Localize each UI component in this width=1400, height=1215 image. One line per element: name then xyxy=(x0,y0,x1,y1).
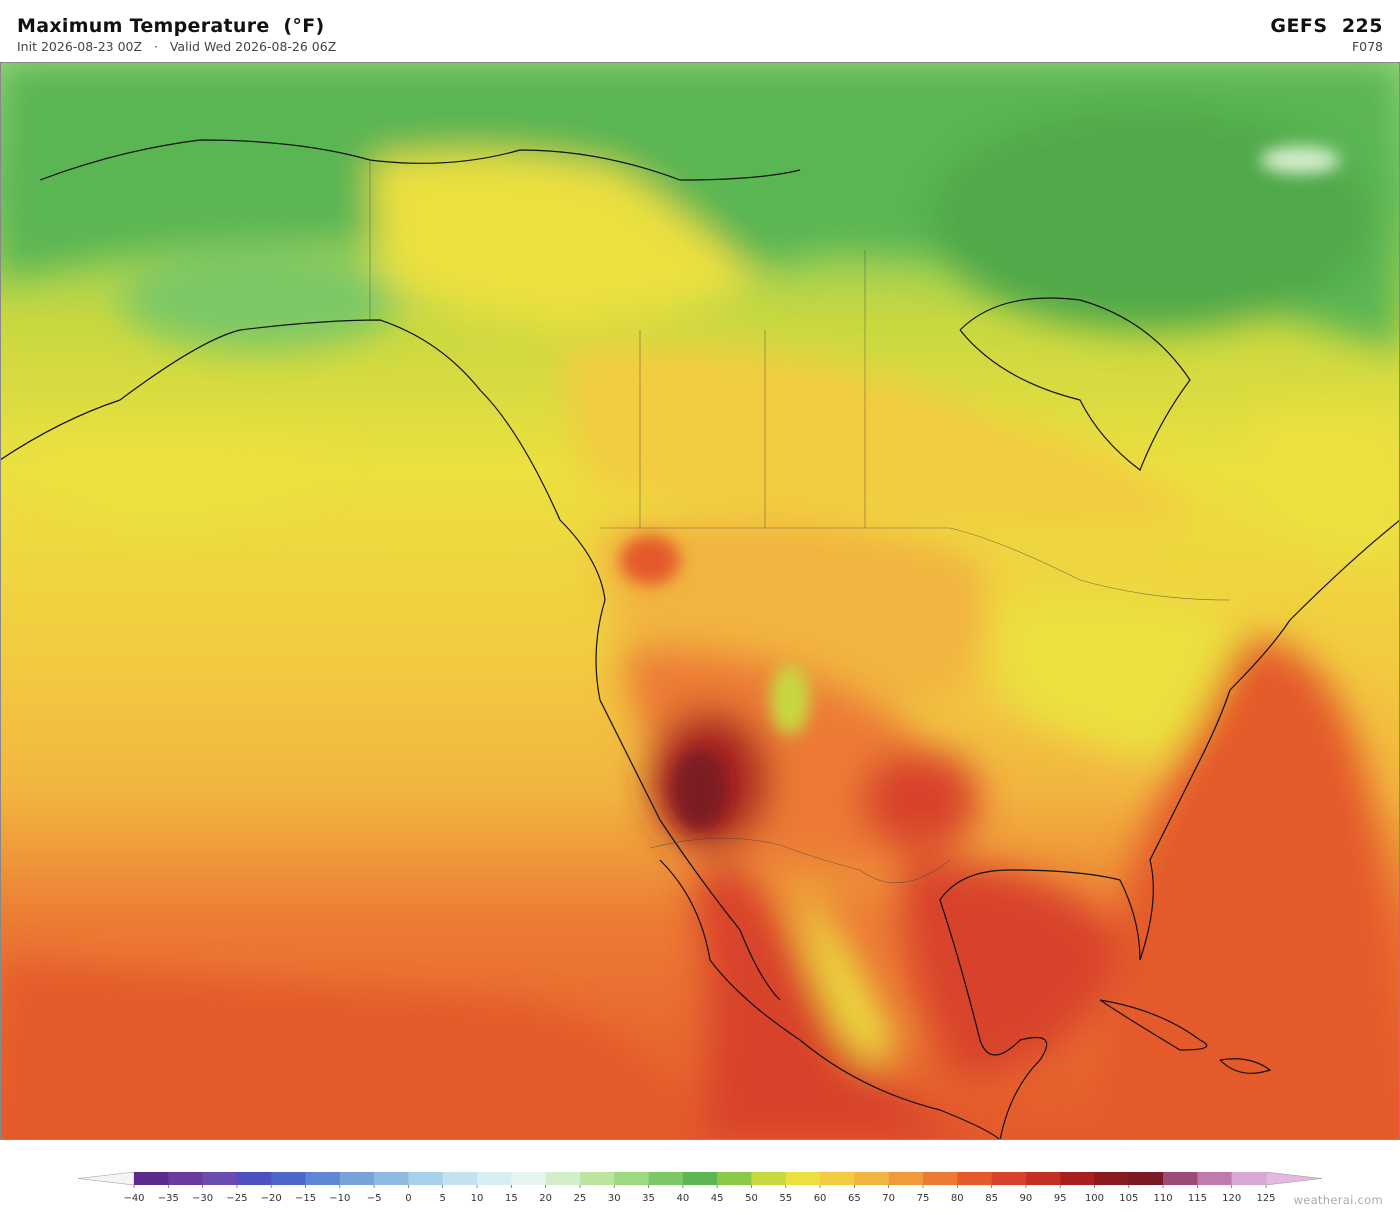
colorbar-tick-label: −30 xyxy=(192,1193,213,1204)
colorbar-segment xyxy=(339,1172,375,1185)
colorbar-segment xyxy=(717,1172,752,1185)
colorbar-tick-label: 25 xyxy=(574,1193,587,1204)
colorbar-segment xyxy=(922,1172,958,1185)
colorbar-tick-label: 30 xyxy=(608,1193,621,1204)
colorbar-segment xyxy=(579,1172,615,1185)
colorbar-segment xyxy=(648,1172,684,1185)
colorbar-tick-label: 55 xyxy=(779,1193,792,1204)
colorbar-segment xyxy=(991,1172,1027,1185)
subtitle: Init 2026-08-23 00Z · Valid Wed 2026-08-… xyxy=(17,39,337,54)
colorbar-segment xyxy=(1128,1172,1164,1185)
colorbar-segment xyxy=(1163,1172,1198,1185)
colorbar-tick-label: 40 xyxy=(676,1193,689,1204)
colorbar-segment xyxy=(545,1172,581,1185)
colorbar-segment xyxy=(682,1172,718,1185)
colorbar-tick-label: 95 xyxy=(1054,1193,1067,1204)
colorbar-tick-label: 85 xyxy=(985,1193,998,1204)
coastlines xyxy=(0,139,1400,1140)
colorbar-tick-label: 110 xyxy=(1154,1193,1173,1204)
colorbar-tick-label: 10 xyxy=(471,1193,484,1204)
colorbar-tick-label: −25 xyxy=(226,1193,247,1204)
colorbar-tick-label: 20 xyxy=(539,1193,552,1204)
colorbar-segment xyxy=(374,1172,409,1185)
colorbar-tick-label: 50 xyxy=(745,1193,758,1204)
colorbar-tick-label: 75 xyxy=(917,1193,930,1204)
colorbar-segment xyxy=(854,1172,889,1185)
colorbar-segment xyxy=(1094,1172,1130,1185)
colorbar-tick-label: 100 xyxy=(1085,1193,1104,1204)
colorbar-segment xyxy=(1025,1172,1061,1185)
colorbar-tick-label: 65 xyxy=(848,1193,861,1204)
colorbar-tick-label: −5 xyxy=(367,1193,382,1204)
colorbar-segment xyxy=(408,1172,444,1185)
colorbar-segment xyxy=(1197,1172,1232,1185)
colorbar-tick-label: 115 xyxy=(1188,1193,1207,1204)
colorbar-segment xyxy=(1060,1172,1095,1185)
model-label: GEFS 225 xyxy=(1270,15,1383,37)
colorbar-segment xyxy=(305,1172,341,1185)
colorbar-tick-label: 45 xyxy=(711,1193,724,1204)
borders xyxy=(369,160,1231,884)
colorbar-tick-label: −15 xyxy=(295,1193,316,1204)
colorbar-segment xyxy=(202,1172,238,1185)
colorbar-segment xyxy=(751,1172,787,1185)
colorbar-tick-label: 15 xyxy=(505,1193,518,1204)
colorbar-tick-label: −40 xyxy=(123,1193,144,1204)
colorbar-segment xyxy=(511,1172,546,1185)
colorbar-tick-label: 0 xyxy=(405,1193,411,1204)
colorbar-tick-label: 120 xyxy=(1222,1193,1241,1204)
colorbar-tick-label: 125 xyxy=(1256,1193,1275,1204)
colorbar-segment xyxy=(168,1172,203,1185)
colorbar-segment xyxy=(785,1172,821,1185)
colorbar-segment xyxy=(236,1172,272,1185)
colorbar-tick-label: −35 xyxy=(158,1193,179,1204)
colorbar-tick-label: −10 xyxy=(329,1193,350,1204)
title: Maximum Temperature (°F) xyxy=(17,15,325,37)
watermark: weatherai.com xyxy=(1293,1193,1383,1207)
colorbar-segment xyxy=(957,1172,992,1185)
colorbar-over xyxy=(1265,1171,1323,1186)
colorbar-tick-label: 60 xyxy=(814,1193,827,1204)
colorbar-tick-label: 35 xyxy=(642,1193,655,1204)
colorbar-segment xyxy=(271,1172,306,1185)
colorbar-tick-label: 70 xyxy=(882,1193,895,1204)
colorbar-segment xyxy=(134,1172,169,1185)
colorbar-segment xyxy=(820,1172,855,1185)
colorbar-segment xyxy=(477,1172,512,1185)
colorbar-under xyxy=(77,1171,135,1186)
colorbar-segment xyxy=(888,1172,924,1185)
colorbar-tick-label: 90 xyxy=(1020,1193,1033,1204)
colorbar-tick-label: 5 xyxy=(440,1193,446,1204)
colorbar-segment xyxy=(1231,1172,1267,1185)
colorbar-tick-label: 105 xyxy=(1119,1193,1138,1204)
colorbar-tick-label: 80 xyxy=(951,1193,964,1204)
temperature-field xyxy=(0,62,1400,1140)
colorbar-tick-label: −20 xyxy=(261,1193,282,1204)
forecast-hour: F078 xyxy=(1351,39,1383,54)
colorbar-segment xyxy=(442,1172,478,1185)
colorbar-segment xyxy=(614,1172,649,1185)
